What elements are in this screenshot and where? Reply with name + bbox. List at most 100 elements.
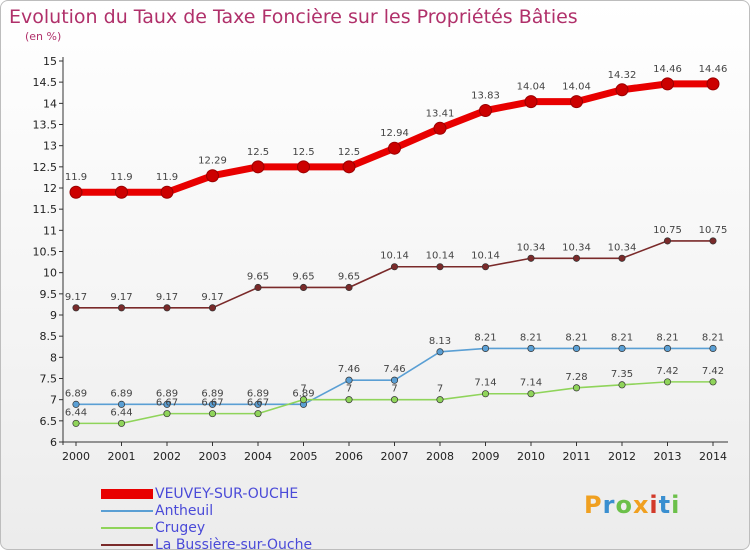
data-point <box>117 304 126 312</box>
data-point <box>345 376 353 384</box>
data-point <box>572 344 581 352</box>
data-point <box>527 390 535 398</box>
y-tick-label: 8.5 <box>40 330 58 343</box>
data-label: 7 <box>300 384 306 395</box>
data-label: 14.04 <box>562 82 591 93</box>
data-point <box>390 396 399 404</box>
logo-letter: x <box>632 491 650 519</box>
data-point <box>663 378 672 386</box>
data-point <box>115 185 128 199</box>
x-tick-label: 2006 <box>335 450 363 463</box>
legend-label: Antheuil <box>155 503 214 519</box>
data-point <box>72 400 80 408</box>
data-label: 11.9 <box>65 172 87 183</box>
data-point <box>706 77 720 91</box>
data-label: 6.67 <box>156 398 178 409</box>
x-tick-label: 2000 <box>62 450 90 463</box>
data-point <box>254 283 262 292</box>
y-tick-label: 14 <box>43 97 57 110</box>
data-point <box>345 283 353 292</box>
data-label: 6.44 <box>65 407 87 418</box>
legend-swatch <box>101 510 153 512</box>
data-label: 6.67 <box>201 398 223 409</box>
chart-title: Evolution du Taux de Taxe Foncière sur l… <box>9 6 578 28</box>
data-label: 10.34 <box>517 242 546 253</box>
data-label: 7.14 <box>520 378 542 389</box>
x-tick-label: 2011 <box>563 450 591 463</box>
data-point <box>481 344 490 352</box>
y-tick-label: 6 <box>50 436 57 449</box>
data-point <box>436 348 444 356</box>
data-label: 7.35 <box>611 369 633 380</box>
data-label: 8.21 <box>656 332 678 343</box>
data-point <box>527 254 535 262</box>
data-label: 10.34 <box>562 242 591 253</box>
series-veuvey-sur-ouche <box>69 77 720 199</box>
x-tick-label: 2007 <box>381 450 409 463</box>
y-tick-label: 15 <box>43 55 57 68</box>
data-point <box>433 121 447 135</box>
data-label: 7.46 <box>338 364 360 375</box>
data-label: 9.17 <box>110 292 132 303</box>
data-label: 12.5 <box>338 147 360 158</box>
logo-letter: i <box>649 491 659 519</box>
data-point <box>709 344 717 352</box>
data-label: 6.89 <box>247 388 269 399</box>
data-point <box>208 304 217 312</box>
series-layer <box>69 77 720 427</box>
y-tick-label: 9 <box>50 309 57 322</box>
y-tick-label: 14.5 <box>33 76 58 89</box>
data-label: 7.46 <box>383 364 405 375</box>
y-tick-label: 8 <box>50 351 57 364</box>
proxiti-logo: Proxiti <box>584 491 680 519</box>
data-point <box>251 160 265 174</box>
data-label: 10.34 <box>608 242 637 253</box>
data-point <box>254 410 262 418</box>
data-label: 8.21 <box>611 332 633 343</box>
data-label: 10.75 <box>699 225 728 236</box>
y-tick-label: 12 <box>43 182 57 195</box>
logo-letter: t <box>658 491 672 519</box>
data-label: 7 <box>391 384 397 395</box>
data-label: 10.14 <box>471 251 500 262</box>
x-tick-label: 2004 <box>244 450 272 463</box>
data-point <box>436 263 444 271</box>
data-point <box>570 95 583 109</box>
data-point <box>208 400 217 408</box>
data-label: 11.9 <box>110 172 132 183</box>
data-point <box>72 419 80 427</box>
data-point <box>481 263 490 271</box>
x-tick-label: 2001 <box>108 450 136 463</box>
data-point <box>527 344 535 352</box>
data-label: 14.46 <box>653 64 682 75</box>
data-label: 8.21 <box>520 332 542 343</box>
y-tick-label: 7 <box>50 394 57 407</box>
data-point <box>615 83 629 97</box>
data-label: 10.75 <box>653 225 682 236</box>
legend-label: La Bussière-sur-Ouche <box>155 537 313 550</box>
logo-letter: r <box>602 491 616 519</box>
data-point <box>663 237 672 245</box>
data-point <box>436 396 444 404</box>
y-tick-label: 11.5 <box>33 203 58 216</box>
data-point <box>481 390 490 398</box>
data-label: 14.32 <box>608 70 637 81</box>
data-label: 7 <box>346 384 352 395</box>
data-label: 9.65 <box>338 271 360 282</box>
data-point <box>388 141 401 155</box>
data-point <box>709 378 717 386</box>
data-label: 8.13 <box>429 336 451 347</box>
data-label: 12.29 <box>198 156 227 167</box>
x-tick-label: 2014 <box>699 450 727 463</box>
series-crugey <box>72 378 717 427</box>
data-label: 12.5 <box>247 147 269 158</box>
data-label: 13.83 <box>471 91 500 102</box>
data-label: 7 <box>437 384 443 395</box>
data-label: 10.14 <box>426 251 455 262</box>
x-tick-label: 2013 <box>654 450 682 463</box>
data-point <box>524 95 538 109</box>
y-tick-label: 7.5 <box>40 373 58 386</box>
series-la-bussiere-sur-ouche <box>72 237 717 312</box>
y-tick-label: 13 <box>43 140 57 153</box>
